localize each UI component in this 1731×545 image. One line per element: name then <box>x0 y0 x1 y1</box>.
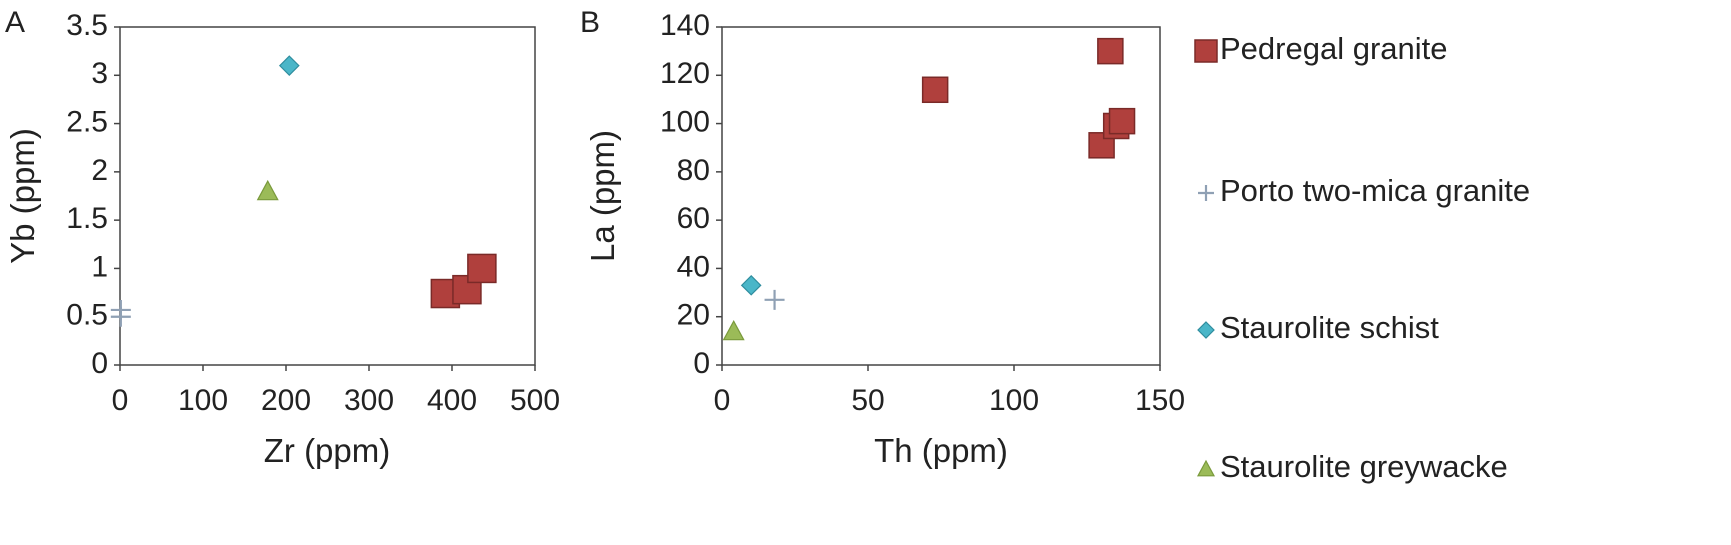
y-axis-title: Yb (ppm) <box>4 128 41 264</box>
point-staurolite-schist <box>740 274 762 296</box>
y-tick-label: 140 <box>660 9 710 42</box>
point-pedregal-granite <box>921 76 949 104</box>
legend-marker-staurolite-greywacke <box>1196 459 1216 477</box>
panel-label: A <box>5 6 25 39</box>
point-staurolite-greywacke <box>256 179 279 201</box>
y-tick-label: 100 <box>660 105 710 138</box>
legend-label-porto-two-mica-granite: Porto two-mica granite <box>1220 173 1530 208</box>
x-tick-label: 100 <box>989 384 1039 417</box>
x-tick-label: 500 <box>510 384 560 417</box>
legend-label-staurolite-greywacke: Staurolite greywacke <box>1220 449 1508 484</box>
x-tick-label: 0 <box>112 384 129 417</box>
legend-marker-pedregal-granite <box>1194 39 1218 63</box>
point-pedregal-granite <box>1097 37 1124 65</box>
plot-frame <box>721 26 1161 366</box>
y-tick-label: 2 <box>91 154 108 187</box>
y-tick-label: 0.5 <box>66 299 108 332</box>
legend: Pedregal granite Porto two-mica granite St… <box>1194 31 1530 484</box>
panel-b: B 0 20 40 60 80 100 120 140 0 50 100 150 Th (ppm) La (… <box>580 6 1185 469</box>
x-tick-label: 200 <box>261 384 311 417</box>
y-tick-label: 3 <box>91 57 108 90</box>
y-axis-title: La (ppm) <box>584 130 621 262</box>
y-tick-label: 3.5 <box>66 9 108 42</box>
legend-label-pedregal-granite: Pedregal granite <box>1220 31 1448 66</box>
y-tick-label: 80 <box>677 154 710 187</box>
y-tick-label: 20 <box>677 299 710 332</box>
y-tick-label: 1 <box>91 250 108 283</box>
y-tick-label: 0 <box>693 347 710 380</box>
x-tick-label: 400 <box>427 384 477 417</box>
x-tick-label: 0 <box>714 384 731 417</box>
point-porto-two-mica-granite <box>764 289 785 310</box>
legend-label-staurolite-schist: Staurolite schist <box>1220 310 1439 345</box>
legend-marker-porto-two-mica-granite <box>1198 185 1214 201</box>
x-tick-label: 300 <box>344 384 394 417</box>
y-tick-label: 60 <box>677 202 710 235</box>
point-pedregal-granite <box>1108 107 1136 135</box>
y-tick-label: 2.5 <box>66 105 108 138</box>
point-porto-two-mica-granite <box>110 306 131 327</box>
y-tick-label: 40 <box>677 250 710 283</box>
y-tick-label: 1.5 <box>66 202 108 235</box>
panel-a: A 0 0.5 1 1.5 2 2.5 3 3.5 0 100 200 300 400 500 Zr (ppm… <box>4 6 560 469</box>
point-staurolite-schist <box>278 55 300 76</box>
point-pedregal-granite <box>467 253 497 284</box>
x-tick-label: 100 <box>178 384 228 417</box>
y-tick-label: 120 <box>660 57 710 90</box>
y-tick-label: 0 <box>91 347 108 380</box>
x-tick-label: 50 <box>851 384 884 417</box>
plot-frame <box>119 26 536 366</box>
legend-marker-staurolite-schist <box>1197 321 1215 339</box>
point-staurolite-greywacke <box>722 319 745 341</box>
panel-label: B <box>580 6 600 39</box>
x-axis-title: Th (ppm) <box>874 432 1008 469</box>
x-tick-label: 150 <box>1135 384 1185 417</box>
x-axis-title: Zr (ppm) <box>264 432 391 469</box>
